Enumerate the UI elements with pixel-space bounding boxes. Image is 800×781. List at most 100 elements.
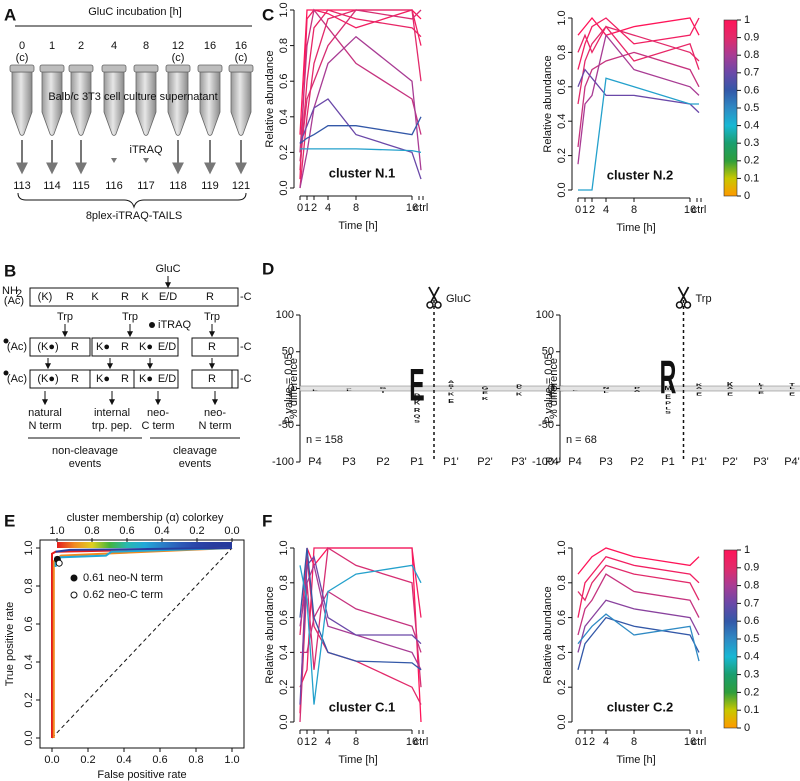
position-label: P2 <box>630 456 643 468</box>
position-label: P2 <box>376 456 389 468</box>
tube <box>230 71 252 136</box>
y-axis-label: % difference <box>288 358 300 419</box>
y-axis-label: Relative abundance <box>264 586 276 683</box>
colorbar-label: 0.4 <box>744 651 759 663</box>
colorbar-label: 0.4 <box>744 120 759 132</box>
trypsin: Trp <box>122 311 138 323</box>
y-tick-label: 0.6 <box>556 610 568 625</box>
y-tick-label: -50 <box>538 419 554 431</box>
y-tick-label: 0.8 <box>556 575 568 590</box>
profile-line <box>577 16 700 36</box>
sample-size: n = 68 <box>566 434 597 446</box>
x-tick-label: ctrl <box>414 202 429 214</box>
colorbar-label: 0.9 <box>744 562 759 574</box>
peptide-box <box>29 287 239 307</box>
panel-label: D <box>262 259 274 278</box>
time-label: 12 <box>172 40 184 52</box>
residue: (K●) <box>37 373 58 385</box>
time-label: 0 <box>19 40 25 52</box>
c-term: -C <box>240 291 252 303</box>
profile-line <box>577 33 700 165</box>
tube <box>11 71 33 136</box>
acetyl: (Ac) <box>7 341 27 353</box>
protease: GluC <box>446 293 471 305</box>
product: natural <box>28 407 62 419</box>
colorbar-label: 0.9 <box>744 32 759 44</box>
profile-line <box>577 616 700 670</box>
product: trp. pep. <box>92 420 132 432</box>
zero-band <box>559 385 800 392</box>
y-tick-label: 0.6 <box>23 616 35 631</box>
profile-line <box>577 25 700 70</box>
y-tick-label: 0.0 <box>23 730 35 745</box>
plot-frame <box>39 539 245 749</box>
logo-letter: N <box>603 387 610 389</box>
colorkey-title: cluster membership (α) colorkey <box>67 512 224 524</box>
y-tick-label: 0.0 <box>556 714 568 729</box>
residue: K● <box>96 373 110 385</box>
title: GluC incubation [h] <box>88 6 182 18</box>
cluster-title: cluster C.1 <box>329 699 395 714</box>
y-tick-label: 1.0 <box>23 540 35 555</box>
logo-letter: L <box>572 389 578 390</box>
logo-letter: E <box>727 392 733 396</box>
logo-letter: D <box>414 392 420 399</box>
y-tick-label: 0.8 <box>556 45 568 60</box>
y-tick-label: 0.8 <box>23 578 35 593</box>
scissors <box>426 301 434 309</box>
colorkey <box>57 542 232 548</box>
profile-line <box>299 35 422 189</box>
control-mark: (c) <box>16 52 29 64</box>
cluster-title: cluster C.2 <box>607 699 673 714</box>
logo-letter: E <box>448 398 454 405</box>
panel-label: F <box>262 511 272 530</box>
y-tick-label: 100 <box>536 309 554 321</box>
channel: 115 <box>72 180 90 192</box>
logo-letter: T <box>758 385 764 387</box>
logo-letter: K <box>727 381 734 389</box>
colorkey-label: 0.6 <box>119 525 134 537</box>
profile-line <box>299 564 422 705</box>
logo-letter: T <box>789 383 795 387</box>
position-label: P4 <box>308 456 321 468</box>
x-tick-label: 1 <box>582 204 588 216</box>
scissors <box>430 286 440 303</box>
tube <box>103 71 125 136</box>
y-tick-label: 0.0 <box>278 180 290 195</box>
x-tick-label: 1 <box>304 736 310 748</box>
profile-line <box>299 9 422 189</box>
position-label: P2' <box>722 456 738 468</box>
cluster-title: cluster N.2 <box>607 167 673 182</box>
x-tick-label: 0.8 <box>188 754 203 766</box>
colorkey-label: 0.8 <box>84 525 99 537</box>
y-tick-label: -100 <box>272 456 294 468</box>
x-tick-label: 4 <box>325 202 331 214</box>
time-label: 16 <box>204 40 216 52</box>
residue: R <box>121 373 129 385</box>
colorbar-label: 0.7 <box>744 67 759 79</box>
profile-line <box>299 547 422 671</box>
colorbar-label: 0.3 <box>744 669 759 681</box>
profile-line <box>300 148 422 154</box>
profile-line <box>299 555 422 705</box>
x-tick-label: 16 <box>406 736 418 748</box>
y-tick-label: 0.4 <box>556 114 568 129</box>
residue: K <box>91 291 99 303</box>
tube-cap <box>165 64 191 73</box>
y-axis-label: Relative abundance <box>542 55 554 152</box>
legend-label: neo-C term <box>108 589 163 601</box>
n-term: NH <box>2 285 18 297</box>
logo-letter: E <box>696 392 702 396</box>
y-tick-label: 0.4 <box>278 109 290 124</box>
logo-letter: S <box>665 411 672 415</box>
residue: E/D <box>159 291 177 303</box>
peptide-box <box>91 337 179 357</box>
x-tick-label: 4 <box>325 736 331 748</box>
profile-line <box>299 9 422 162</box>
residue: E/D <box>158 373 176 385</box>
logo-letter: L <box>603 391 608 394</box>
time-label: 2 <box>78 40 84 52</box>
diagonal <box>51 547 233 739</box>
logo-letter: S <box>414 420 420 424</box>
panel-label: B <box>4 261 16 280</box>
